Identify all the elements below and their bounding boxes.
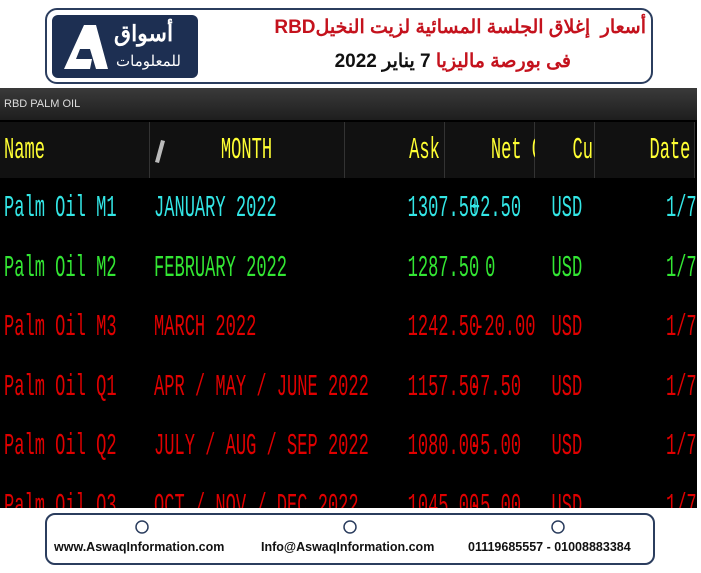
table-cell-text: Palm Oil M3 xyxy=(4,310,117,345)
logo-text: أسواق xyxy=(114,21,174,46)
title-place: فى بورصة ماليزيا xyxy=(435,51,571,72)
table-cell: Palm Oil M1 xyxy=(0,180,150,238)
pencil-icon xyxy=(155,140,165,163)
table-cell: FEBRUARY 2022 xyxy=(150,240,345,298)
table-cell: Palm Oil Q1 xyxy=(0,359,150,417)
table-cell-text: 1/7/2022 xyxy=(665,429,697,464)
column-header: Currency xyxy=(535,122,654,178)
footer-box xyxy=(45,513,655,565)
table-cell: -5.00 xyxy=(445,478,535,509)
table-cell: Palm Oil Q2 xyxy=(0,418,150,476)
table-cell: 1080.00 xyxy=(345,418,480,476)
logo-subtext: للمعلومات xyxy=(116,53,181,70)
website: www.AswaqInformation.com xyxy=(54,540,225,554)
table-cell: -20.00 xyxy=(445,299,535,357)
phone: 01119685557 - 01008883384 xyxy=(468,540,631,554)
table-cell-text: -7.50 xyxy=(469,369,522,405)
column-header-text: Ask xyxy=(409,133,440,168)
table-cell: 1/7/2022 xyxy=(595,299,697,357)
table-cell-text: Palm Oil M1 xyxy=(4,191,117,226)
table-cell: 1287.50 xyxy=(345,240,480,298)
table-cell-text: Palm Oil Q1 xyxy=(4,369,117,405)
table-cell-text: 1/7/2022 xyxy=(665,369,697,405)
table-cell-text: 1157.50 xyxy=(407,369,480,405)
column-header: Ask xyxy=(345,122,445,178)
table-cell: MARCH 2022 xyxy=(150,299,345,357)
table-cell-text: OCT / NOV / DEC 2022 xyxy=(154,488,359,509)
table-cell: 1307.50 xyxy=(345,180,480,238)
email: Info@AswaqInformation.com xyxy=(261,540,435,554)
table-cell: 1/7/2022 xyxy=(595,359,697,417)
title-line: أسعار إغلاق الجلسة المسائية لزيت النخيلR… xyxy=(274,17,646,38)
table-cell: 1/7/2022 xyxy=(595,180,697,238)
table-cell-text: 1/7/2022 xyxy=(665,310,697,345)
column-header-text: Date xyxy=(649,133,690,168)
table-cell-text: 1080.00 xyxy=(407,429,480,464)
table-cell-text: -5.00 xyxy=(469,488,522,509)
table-cell-text: MARCH 2022 xyxy=(154,310,257,345)
table-cell: USD xyxy=(535,180,595,238)
table-cell: OCT / NOV / DEC 2022 xyxy=(150,478,359,509)
table-cell: 1045.00 xyxy=(345,478,480,509)
column-header-text: MONTH xyxy=(221,133,273,168)
table-cell-text: APR / MAY / JUNE 2022 xyxy=(154,369,369,405)
table-cell-text: USD xyxy=(551,250,583,286)
header-box xyxy=(45,8,653,84)
table-cell: 1157.50 xyxy=(345,359,480,417)
table-cell-text: JANUARY 2022 xyxy=(154,191,277,226)
column-header: Date xyxy=(595,122,695,178)
table-cell: 1/7/2022 xyxy=(595,478,697,509)
table-cell-text: USD xyxy=(551,429,583,464)
table-cell-text: 1287.50 xyxy=(407,250,480,286)
table-cell: 1/7/2022 xyxy=(595,418,697,476)
column-header: Net Change xyxy=(445,122,593,178)
table-cell-text: 1307.50 xyxy=(407,191,480,226)
table-cell-text: 1/7/2022 xyxy=(665,488,697,509)
table-cell: Palm Oil Q3 xyxy=(0,478,150,509)
table-cell: +2.50 xyxy=(445,180,535,238)
table-cell-text: 1/7/2022 xyxy=(665,250,697,286)
table-cell: -7.50 xyxy=(445,359,535,417)
table-cell: USD xyxy=(535,240,595,298)
table-cell: USD xyxy=(535,418,595,476)
logo-icon xyxy=(64,25,108,69)
table-cell-text: 1242.50 xyxy=(407,310,480,345)
table-cell: USD xyxy=(535,478,595,509)
table-cell: JANUARY 2022 xyxy=(150,180,345,238)
column-header-text: Name xyxy=(4,133,45,168)
table-cell-text: +2.50 xyxy=(469,191,522,226)
table-cell: APR / MAY / JUNE 2022 xyxy=(150,359,369,417)
table-cell-text: USD xyxy=(551,488,583,509)
table-cell: USD xyxy=(535,359,595,417)
column-header: Name xyxy=(0,122,150,178)
table-cell-text: -5.00 xyxy=(469,429,522,464)
table-title: RBD PALM OIL xyxy=(0,88,697,120)
table-cell-text: -20.00 xyxy=(474,310,536,345)
title-line: فى بورصة ماليزيا 7 يناير 2022 xyxy=(335,50,571,73)
table-cell-text: 1045.00 xyxy=(407,488,480,509)
table-cell: Palm Oil M2 xyxy=(0,240,150,298)
table-cell: Palm Oil M3 xyxy=(0,299,150,357)
table-cell-text: 0 xyxy=(484,250,496,286)
table-cell-text: JULY / AUG / SEP 2022 xyxy=(154,429,369,464)
table-cell: JULY / AUG / SEP 2022 xyxy=(150,418,369,476)
table-cell: USD xyxy=(535,299,595,357)
column-header: MONTH xyxy=(150,122,345,178)
table-cell-text: Palm Oil Q2 xyxy=(4,429,117,464)
table-cell: 1242.50 xyxy=(345,299,480,357)
table-cell: -5.00 xyxy=(445,418,535,476)
table-cell-text: USD xyxy=(551,191,583,226)
table-cell-text: 1/7/2022 xyxy=(665,191,697,226)
table-cell-text: Palm Oil Q3 xyxy=(4,488,117,509)
logo: أسواق للمعلومات xyxy=(52,15,198,78)
table-cell-text: USD xyxy=(551,369,583,405)
table-cell: 1/7/2022 xyxy=(595,240,697,298)
table-cell-text: FEBRUARY 2022 xyxy=(154,250,288,286)
title-date: 7 يناير 2022 xyxy=(334,51,431,72)
table-cell-text: Palm Oil M2 xyxy=(4,250,117,286)
table-cell: 0 xyxy=(445,240,535,298)
table-cell-text: USD xyxy=(551,310,583,345)
